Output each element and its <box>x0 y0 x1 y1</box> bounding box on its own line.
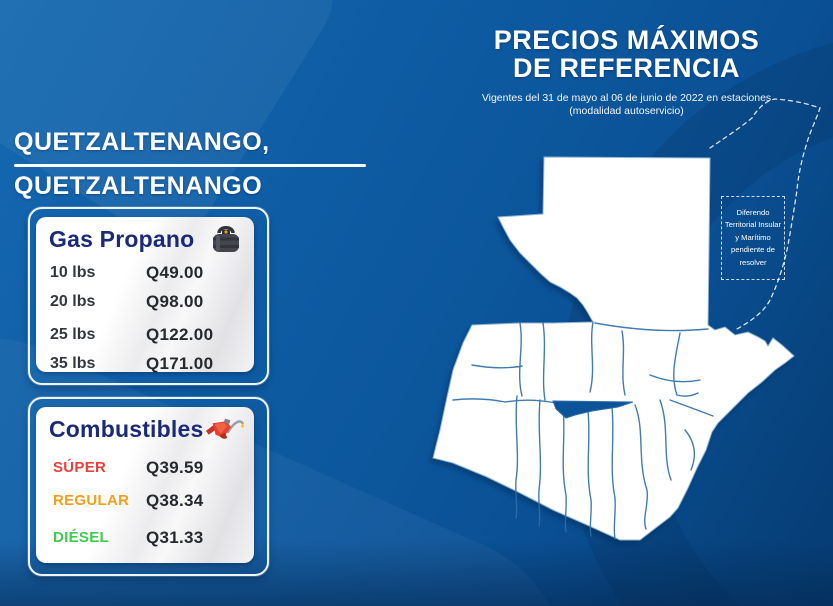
fuel-type-label: REGULAR <box>53 492 130 509</box>
propane-row: 10 lbs Q49.00 <box>36 258 254 287</box>
propane-price-value: Q49.00 <box>146 262 204 282</box>
fuel-row: SÚPER Q39.59 <box>36 451 254 484</box>
header: PRECIOS MÁXIMOS DE REFERENCIA Vigentes d… <box>420 26 833 118</box>
fuel-type-label: SÚPER <box>53 459 107 476</box>
location-line2: QUETZALTENANGO <box>14 171 263 200</box>
page-title-line1: PRECIOS MÁXIMOS <box>493 25 760 55</box>
fuel-price-value: Q31.33 <box>146 527 204 547</box>
location-line1: QUETZALTENANGO, <box>14 128 270 156</box>
propane-row: 35 lbs Q171.00 <box>36 349 254 378</box>
belize-dashed-border <box>709 98 821 331</box>
fuel-type-label: DIÉSEL <box>53 529 109 546</box>
page-title-line2: DE REFERENCIA <box>512 53 741 84</box>
fuel-card-title: Combustibles <box>49 415 204 442</box>
territorial-dispute-text: Diferendo Territorial Insular y Marítimo… <box>724 207 782 267</box>
propane-card-body: Gas Propano 10 lbs Q49.00 20 lbs <box>36 217 254 373</box>
propane-size-label: 25 lbs <box>50 325 96 343</box>
fuel-row: REGULAR Q38.34 <box>36 484 254 517</box>
fuel-card-body: Combustibles SÚPER Q39.59 REGULAR <box>36 407 254 563</box>
validity-subtitle: Vigentes del 31 de mayo al 06 de junio d… <box>420 92 833 118</box>
propane-card-title: Gas Propano <box>49 225 195 252</box>
fuel-nozzle-icon <box>206 418 245 439</box>
territorial-dispute-note: Diferendo Territorial Insular y Marítimo… <box>721 196 785 280</box>
fuel-price-value: Q38.34 <box>146 490 204 510</box>
location-divider <box>14 163 366 167</box>
department-borders <box>452 321 714 540</box>
propane-price-value: Q171.00 <box>146 353 214 373</box>
propane-price-value: Q122.00 <box>146 324 214 344</box>
propane-tank-icon <box>213 226 239 252</box>
guatemala-map <box>432 98 821 541</box>
propane-size-label: 20 lbs <box>50 292 96 310</box>
fuel-row: DIÉSEL Q31.33 <box>36 521 254 554</box>
fuel-price-card: Combustibles SÚPER Q39.59 REGULAR <box>28 397 269 576</box>
propane-price-card: Gas Propano 10 lbs Q49.00 20 lbs <box>28 207 269 385</box>
map-valley-notch <box>552 400 634 419</box>
propane-price-value: Q98.00 <box>146 291 204 311</box>
propane-row: 20 lbs Q98.00 <box>36 287 254 316</box>
guatemala-landmass <box>432 156 795 541</box>
propane-size-label: 35 lbs <box>50 354 96 372</box>
propane-size-label: 10 lbs <box>50 263 96 281</box>
validity-dates: Vigentes del 31 de mayo al 06 de junio d… <box>481 91 772 104</box>
fuel-price-value: Q39.59 <box>146 457 204 477</box>
location-heading: QUETZALTENANGO, QUETZALTENANGO <box>14 128 366 200</box>
propane-row: 25 lbs Q122.00 <box>36 320 254 349</box>
validity-mode: (modalidad autoservicio) <box>569 104 684 117</box>
